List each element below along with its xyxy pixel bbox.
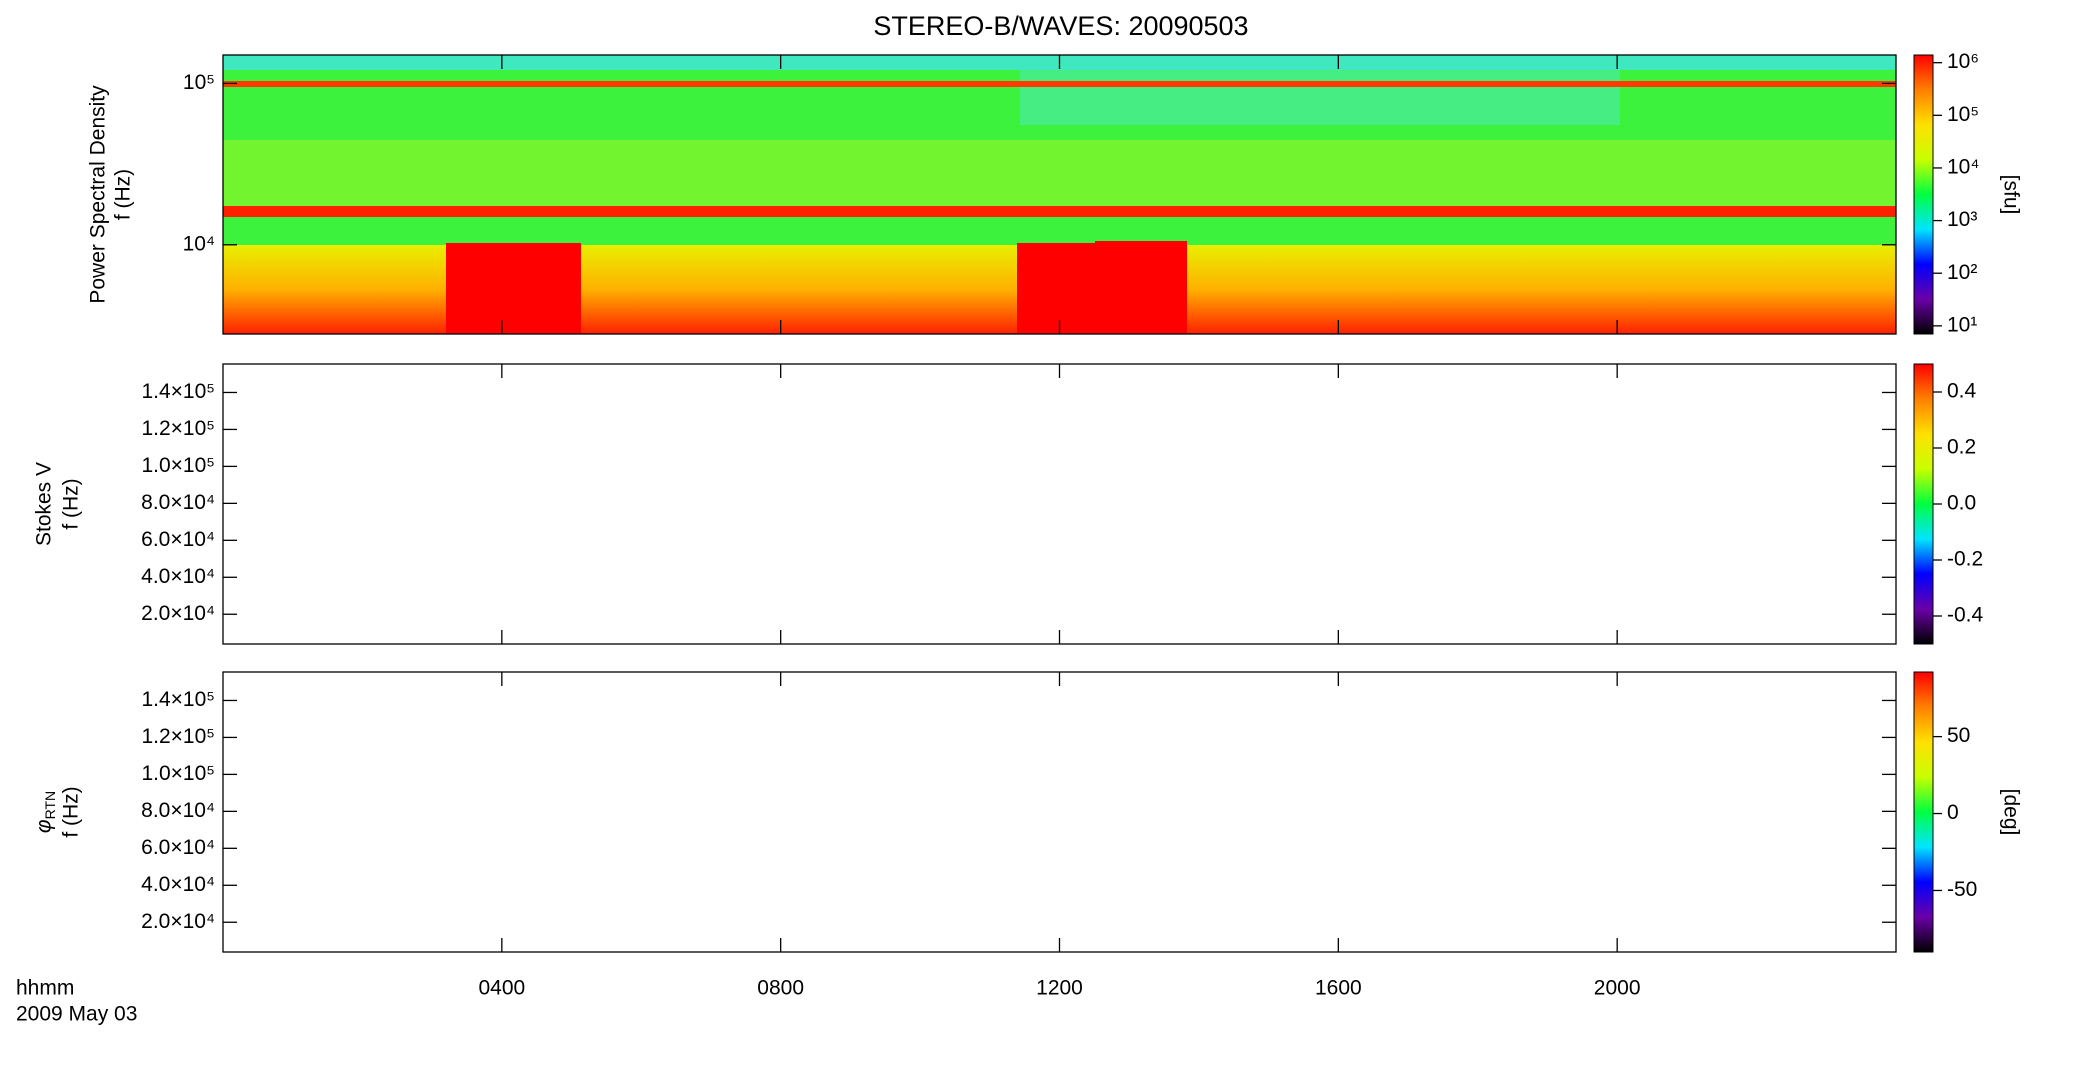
y-tick-label: 8.0×10⁴ [141,491,215,514]
colorbar-tick-label: 10² [1947,261,1977,284]
y-axis-units-text: f (Hz) [60,786,83,837]
y-tick-label: 1.4×10⁵ [141,380,215,403]
y-tick-label: 1.4×10⁵ [141,688,215,711]
colorbar-label: [deg] [1999,789,2022,836]
colorbar-tick-label: 0 [1947,801,1959,824]
y-axis-label: Power Spectral Density [87,85,110,304]
colorbar-tick-label: 50 [1947,724,1970,747]
colorbar-label-text: [sfu] [1999,175,2022,215]
y-tick-label: 2.0×10⁴ [141,910,215,933]
colorbar-tick-label: 0.0 [1947,492,1976,515]
y-axis-label-text: Stokes V [33,462,56,546]
colorbar-tick-label: 10³ [1947,208,1977,231]
colorbar-tick-label: 10¹ [1947,313,1977,336]
colorbar-tick-label: 10⁴ [1947,156,1979,179]
plot-frame [222,671,1897,953]
colorbar-tick-label: 0.4 [1947,380,1977,403]
plot-frame [222,363,1897,645]
y-tick-label: 1.0×10⁵ [141,762,215,785]
y-axis-units-text: f (Hz) [60,478,83,529]
y-axis-units: f (Hz) [112,169,135,220]
y-tick-label: 6.0×10⁴ [141,836,215,859]
y-axis-units: f (Hz) [60,786,83,837]
y-axis-label-text: φRTN [33,791,58,833]
y-axis-label: Stokes V [33,462,56,546]
x-tick-label: 2000 [1594,977,1641,1000]
y-axis-units: f (Hz) [60,478,83,529]
colorbar-tick-label: 0.2 [1947,436,1976,459]
y-tick-label: 4.0×10⁴ [141,565,215,588]
colorbar-tick-label: -0.2 [1947,548,1983,571]
chart-title: STEREO-B/WAVES: 20090503 [873,11,1248,41]
y-tick-label: 10⁴ [183,232,215,255]
colorbar [1913,671,1934,953]
x-tick-label: 1200 [1036,977,1083,1000]
y-tick-label: 6.0×10⁴ [141,528,215,551]
x-tick-label: 0800 [757,977,804,1000]
x-tick-label: 0400 [478,977,525,1000]
colorbar-tick-label: 10⁶ [1947,50,1979,73]
y-axis-label-text: Power Spectral Density [87,85,110,304]
y-tick-label: 1.0×10⁵ [141,454,215,477]
y-axis-units-text: f (Hz) [112,169,135,220]
x-tick-label: 1600 [1315,977,1362,1000]
y-axis-label-sub: RTN [42,791,58,820]
x-axis-label: hhmm [16,977,74,1000]
y-tick-label: 1.2×10⁵ [141,417,215,440]
colorbar-tick-label: -0.4 [1947,604,1984,627]
y-axis-label: φRTN [33,791,58,833]
colorbar-tick-label: 10⁵ [1947,103,1979,126]
colorbar-tick-label: -50 [1947,878,1977,901]
colorbar [1913,54,1934,335]
y-tick-label: 1.2×10⁵ [141,725,215,748]
colorbar-label: [sfu] [1999,175,2022,215]
y-tick-label: 2.0×10⁴ [141,602,215,625]
colorbar-label-text: [deg] [1999,789,2022,836]
spectrogram-texture [223,55,1896,334]
y-tick-label: 10⁵ [183,71,215,94]
colorbar [1913,363,1934,645]
y-tick-label: 4.0×10⁴ [141,873,215,896]
date-label: 2009 May 03 [16,1003,137,1026]
y-tick-label: 8.0×10⁴ [141,799,215,822]
